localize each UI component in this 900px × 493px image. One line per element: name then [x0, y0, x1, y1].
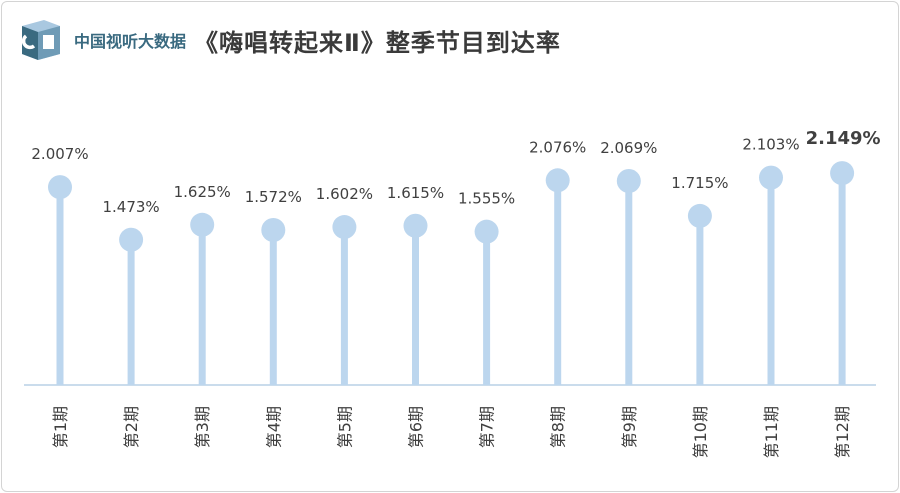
lollipop-point — [830, 161, 855, 186]
lollipop-point — [759, 165, 783, 190]
lollipop-point — [616, 168, 641, 193]
x-tick-label: 第4期 — [264, 406, 283, 448]
lollipop-point — [261, 218, 286, 243]
lollipop-point — [403, 213, 428, 238]
data-label: 2.149% — [806, 128, 881, 149]
chart-header: 中国视听大数据 《嗨唱转起来Ⅱ》整季节目到达率 — [16, 16, 561, 64]
data-label: 2.103% — [742, 136, 799, 154]
data-label: 1.625% — [174, 183, 231, 201]
x-tick-label: 第5期 — [335, 406, 354, 448]
lollipop-point — [48, 175, 72, 200]
data-label: 2.007% — [31, 145, 88, 163]
brand-logo-icon — [21, 20, 60, 60]
x-tick-label: 第6期 — [407, 406, 426, 448]
x-tick-label: 第9期 — [620, 406, 639, 448]
x-tick-label: 第8期 — [549, 406, 568, 448]
data-label: 1.473% — [102, 198, 159, 216]
data-label: 1.555% — [458, 190, 515, 208]
data-label: 1.715% — [671, 174, 728, 192]
x-tick-label: 第7期 — [478, 406, 497, 448]
data-label: 2.069% — [600, 139, 657, 157]
data-label: 1.615% — [387, 184, 444, 202]
lollipop-point — [119, 227, 144, 252]
brand-name: 中国视听大数据 — [74, 32, 187, 51]
chart-title: 《嗨唱转起来Ⅱ》整季节目到达率 — [194, 28, 561, 57]
data-label: 2.076% — [529, 138, 586, 156]
lollipop-point — [190, 212, 215, 237]
data-label: 1.572% — [245, 188, 302, 206]
lollipop-point — [332, 215, 357, 240]
x-tick-label: 第3期 — [193, 406, 212, 448]
lollipop-point — [687, 203, 712, 228]
x-tick-label: 第11期 — [762, 406, 781, 458]
x-tick-label: 第10期 — [691, 406, 710, 458]
lollipop-point — [474, 219, 499, 244]
lollipop-point — [545, 168, 570, 193]
x-tick-label: 第1期 — [51, 406, 70, 448]
x-tick-label: 第2期 — [122, 406, 141, 448]
data-label: 1.602% — [316, 185, 373, 203]
x-tick-label: 第12期 — [833, 406, 852, 458]
